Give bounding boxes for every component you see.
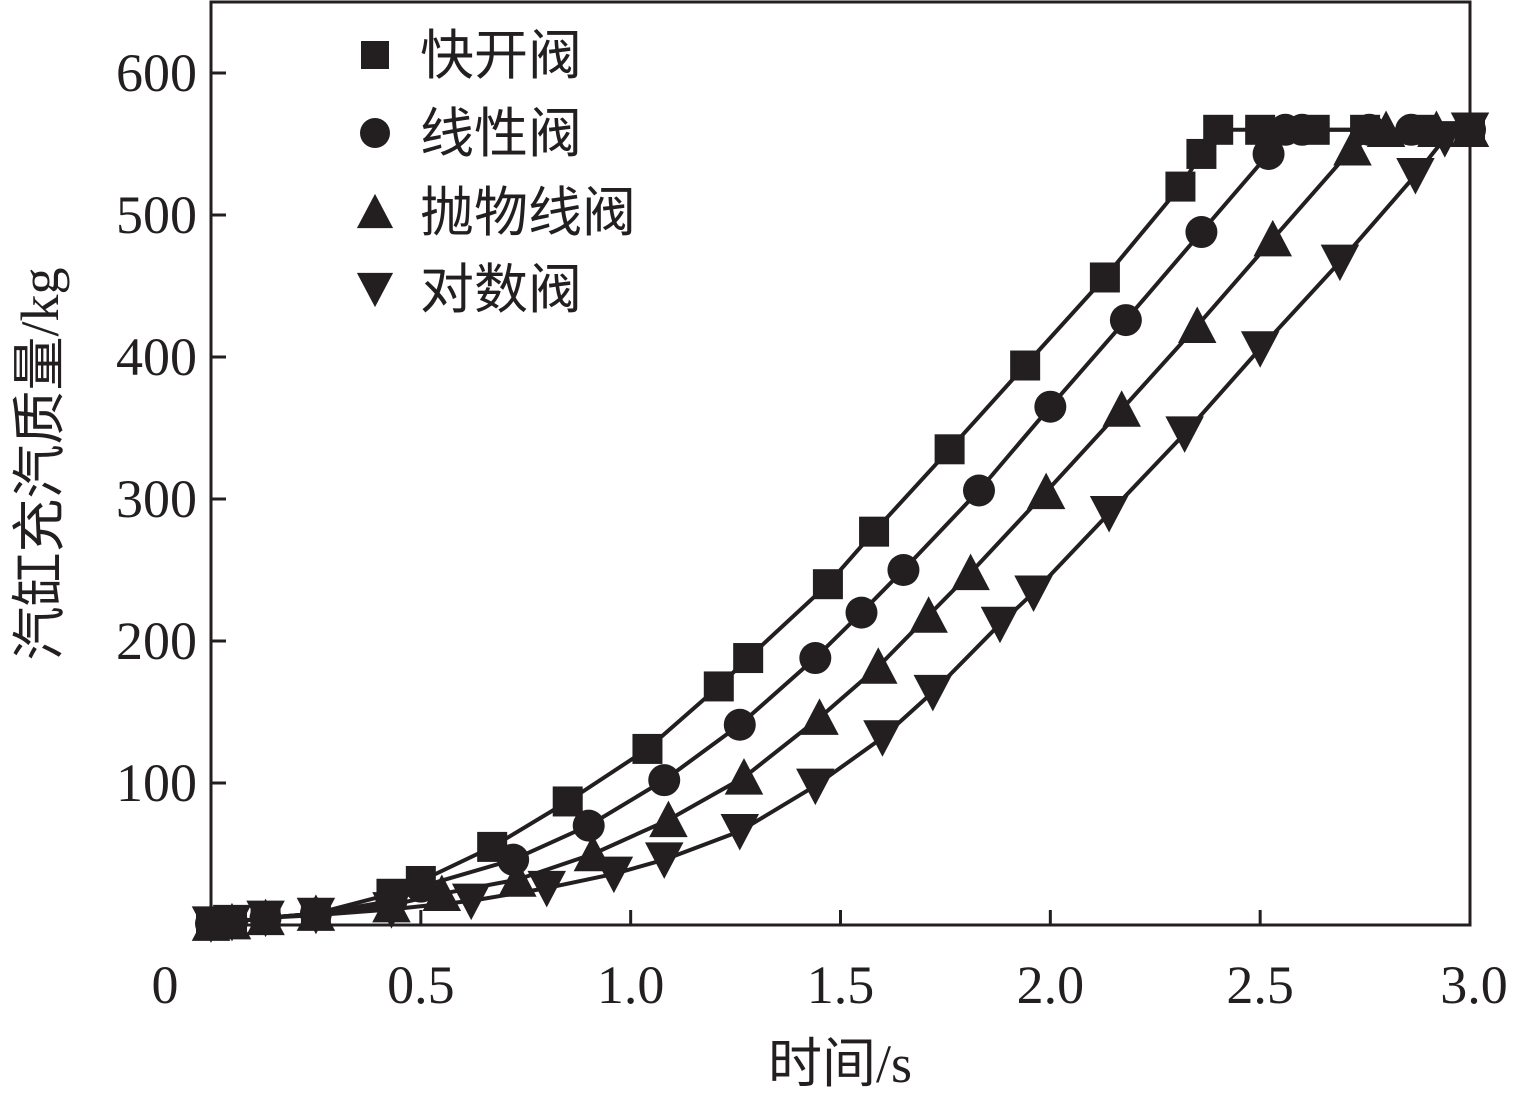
x-tick-label: 2.5 <box>1226 955 1294 1015</box>
legend-label: 抛物线阀 <box>420 183 636 243</box>
data-point-triangle-up <box>498 860 537 897</box>
data-point-triangle-up <box>1177 306 1217 344</box>
series-4 <box>191 112 1490 943</box>
series-layer <box>191 110 1490 943</box>
y-tick-label: 100 <box>116 753 197 813</box>
data-point-square <box>859 516 890 547</box>
data-point-triangle-up <box>951 553 990 591</box>
data-point-circle <box>1034 390 1067 423</box>
data-point-circle <box>648 764 681 797</box>
data-point-circle <box>1286 113 1319 146</box>
data-point-triangle-down <box>212 904 252 942</box>
x-tick-label: 1.0 <box>597 955 665 1015</box>
y-tick-label: 400 <box>116 327 197 387</box>
data-point-triangle-down <box>980 606 1020 644</box>
x-tick-label: 1.5 <box>807 955 875 1015</box>
data-point-triangle-up <box>859 647 898 684</box>
data-point-circle <box>1252 137 1285 170</box>
legend-marker-triangle-up <box>356 193 394 229</box>
data-point-triangle-down <box>863 720 902 757</box>
x-tick-label: 0 <box>152 955 179 1015</box>
data-point-triangle-up <box>724 758 764 795</box>
data-point-square <box>552 786 583 817</box>
data-point-triangle-down <box>372 892 411 929</box>
data-point-square <box>1203 114 1234 145</box>
data-point-triangle-down <box>1320 244 1360 282</box>
x-tick-label: 3.0 <box>1440 955 1508 1015</box>
y-axis-label: 汽缸充汽质量/kg <box>10 267 70 660</box>
data-point-circle <box>962 474 995 507</box>
data-point-triangle-up <box>800 698 839 735</box>
series-line <box>210 127 1471 926</box>
data-point-square <box>632 733 663 764</box>
data-point-triangle-down <box>1014 575 1053 612</box>
legend-label: 快开阀 <box>420 26 582 86</box>
series-line <box>210 127 1470 926</box>
data-point-triangle-up <box>909 596 948 633</box>
legend-label: 线性阀 <box>420 104 582 164</box>
data-point-triangle-up <box>1333 129 1372 166</box>
data-point-triangle-down <box>1089 495 1129 533</box>
series-1 <box>196 114 1485 939</box>
data-point-triangle-down <box>644 842 684 879</box>
data-point-triangle-down <box>796 768 835 806</box>
data-point-triangle-up <box>1102 390 1141 427</box>
data-point-triangle-down <box>1450 112 1490 150</box>
data-point-square <box>934 434 965 465</box>
data-point-circle <box>845 596 878 629</box>
y-axis-ticks: 100 200 300 400 500 600 <box>116 43 226 813</box>
y-tick-label: 300 <box>116 469 197 529</box>
data-point-triangle-down <box>1396 157 1435 195</box>
data-point-triangle-down <box>720 814 760 851</box>
data-point-triangle-down <box>1425 121 1465 158</box>
data-point-circle <box>1185 216 1218 249</box>
data-point-circle <box>572 809 605 842</box>
data-point-triangle-up <box>1026 472 1066 510</box>
legend-marker-circle <box>360 118 390 148</box>
data-point-triangle-down <box>451 883 491 921</box>
data-point-square <box>733 643 764 674</box>
data-point-triangle-down <box>1165 416 1204 453</box>
x-tick-label: 2.0 <box>1017 955 1085 1015</box>
data-point-square <box>1089 262 1120 293</box>
data-point-square <box>1010 350 1041 381</box>
data-point-triangle-down <box>913 674 953 712</box>
data-point-square <box>1165 171 1196 202</box>
legend-marker-triangle-down <box>356 272 394 308</box>
data-point-circle <box>887 554 920 586</box>
series-2 <box>195 113 1486 940</box>
legend-label: 对数阀 <box>420 260 582 320</box>
data-point-triangle-up <box>649 800 688 838</box>
x-tick-label: 0.5 <box>387 955 455 1015</box>
y-tick-label: 500 <box>116 185 197 245</box>
legend-marker-square <box>361 41 389 69</box>
x-axis-ticks: 0 0.5 1.0 1.5 2.0 2.5 3.0 <box>152 910 1508 1015</box>
data-point-square <box>703 671 734 702</box>
data-point-circle <box>1109 304 1142 337</box>
y-tick-label: 600 <box>116 43 197 103</box>
data-point-triangle-down <box>1240 331 1280 368</box>
data-point-circle <box>404 870 437 903</box>
data-point-triangle-down <box>594 856 634 894</box>
data-point-circle <box>799 642 832 675</box>
data-point-triangle-up <box>1366 110 1406 148</box>
y-tick-label: 200 <box>116 611 197 671</box>
series-3 <box>191 110 1490 941</box>
data-point-triangle-down <box>527 870 566 908</box>
data-point-circle <box>723 708 756 741</box>
data-point-triangle-down <box>246 900 285 938</box>
data-point-triangle-down <box>296 897 336 935</box>
x-axis-label: 时间/s <box>768 1034 912 1094</box>
data-point-triangle-up <box>1253 219 1293 257</box>
data-point-square <box>812 569 843 600</box>
